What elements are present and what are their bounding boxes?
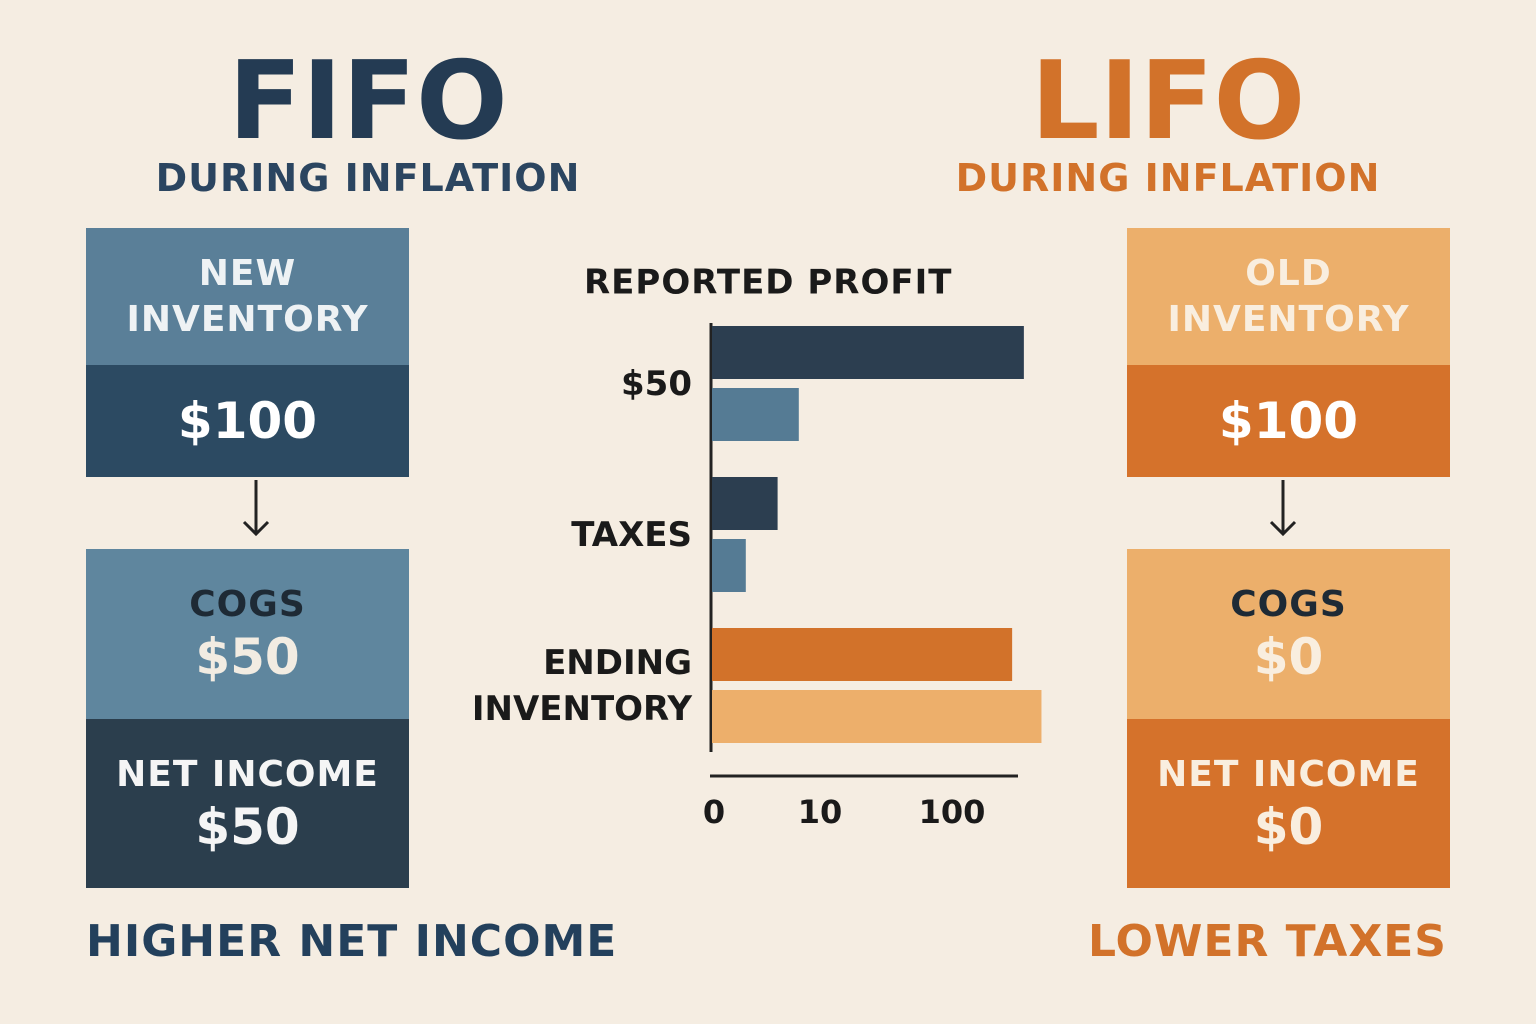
box-label: NEW INVENTORY: [126, 252, 369, 340]
category-label: ENDING INVENTORY: [471, 643, 692, 729]
bar: [712, 539, 746, 592]
x-tick-label: 0: [703, 793, 725, 831]
fifo-title: FIFO: [228, 39, 508, 164]
fifo-subtitle: DURING INFLATION: [155, 156, 581, 200]
box-label: NET INCOME: [116, 753, 379, 795]
box-label: COGS: [1230, 584, 1347, 625]
chart-title: REPORTED PROFIT: [584, 263, 952, 303]
bar: [712, 690, 1042, 743]
box-value: $0: [1253, 797, 1324, 856]
x-tick-label: 100: [919, 793, 986, 831]
box-value: $100: [1218, 392, 1359, 450]
fifo-box: $100: [86, 365, 409, 477]
lifo-subtitle: DURING INFLATION: [955, 156, 1381, 200]
bar: [712, 326, 1024, 379]
fifo-box: NEW INVENTORY: [86, 228, 409, 365]
lifo-box: NET INCOME $0: [1127, 719, 1450, 888]
bar: [712, 628, 1013, 681]
box-value: $100: [177, 392, 318, 450]
lifo-footer: LOWER TAXES: [1088, 916, 1447, 967]
x-tick-label: 10: [798, 793, 843, 831]
box-value: $50: [195, 797, 300, 856]
box-label: OLD INVENTORY: [1167, 252, 1410, 340]
fifo-box: NET INCOME $50: [86, 719, 409, 888]
box-value: $0: [1253, 628, 1324, 686]
bar: [712, 388, 799, 441]
bar: [712, 477, 778, 530]
arrow: [1269, 480, 1297, 537]
lifo-box: COGS $0: [1127, 549, 1450, 719]
category-label: TAXES: [571, 515, 692, 555]
fifo-footer: HIGHER NET INCOME: [86, 916, 618, 967]
box-value: $50: [195, 628, 300, 686]
lifo-box: OLD INVENTORY: [1127, 228, 1450, 365]
arrow: [242, 480, 270, 537]
box-label: COGS: [189, 584, 306, 625]
category-label: $50: [621, 364, 692, 404]
lifo-box: $100: [1127, 365, 1450, 477]
fifo-box: COGS $50: [86, 549, 409, 719]
box-label: NET INCOME: [1157, 753, 1420, 795]
lifo-title: LIFO: [1030, 39, 1306, 164]
